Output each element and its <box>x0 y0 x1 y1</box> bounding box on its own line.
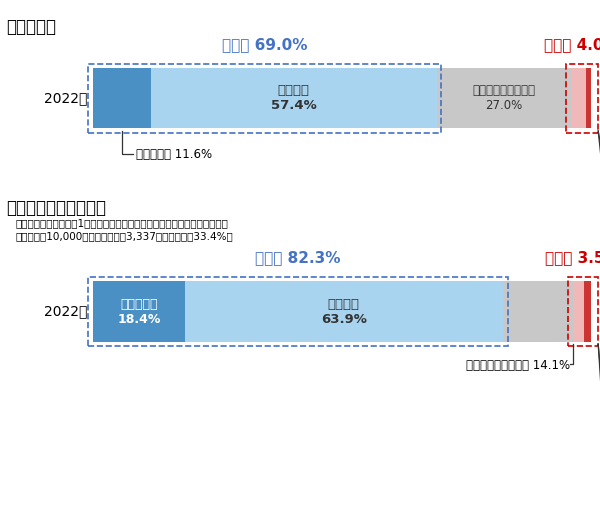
Bar <box>584 281 591 342</box>
Text: 非常に満足 11.6%: 非常に満足 11.6% <box>136 148 212 161</box>
Text: （総合満足度のうち、1年以内に請求手続きをされたご契約者様の満足度）: （総合満足度のうち、1年以内に請求手続きをされたご契約者様の満足度） <box>15 219 228 228</box>
Text: 不満層 4.0%: 不満層 4.0% <box>544 37 600 52</box>
Bar <box>437 68 571 128</box>
Text: 満足層 82.3%: 満足層 82.3% <box>255 250 341 265</box>
Bar <box>571 68 586 128</box>
Bar <box>93 68 151 128</box>
Text: 2022年: 2022年 <box>44 91 87 105</box>
Bar <box>573 281 584 342</box>
Text: どちらともいえない 14.1%: どちらともいえない 14.1% <box>466 359 570 372</box>
Bar <box>503 281 573 342</box>
Text: 不満層 3.5%: 不満層 3.5% <box>545 250 600 265</box>
Text: 非常に満足
18.4%: 非常に満足 18.4% <box>117 298 161 325</box>
Text: どちらともいえない
27.0%: どちらともいえない 27.0% <box>472 84 535 112</box>
Text: 満足層 69.0%: 満足層 69.0% <box>222 37 308 52</box>
Bar <box>586 68 591 128</box>
Text: 2022年: 2022年 <box>44 304 87 319</box>
Text: 給付請求手続の満足度: 給付請求手続の満足度 <box>6 199 106 217</box>
Text: まあ満足
57.4%: まあ満足 57.4% <box>271 84 317 112</box>
Bar <box>185 281 503 342</box>
Text: まあ満足
63.9%: まあ満足 63.9% <box>321 298 367 325</box>
Bar <box>151 68 437 128</box>
Text: 配布部数：10,000部、回答部数：3,337部（回答率：33.4%）: 配布部数：10,000部、回答部数：3,337部（回答率：33.4%） <box>15 232 233 242</box>
Bar <box>93 281 185 342</box>
Text: 総合満足度: 総合満足度 <box>6 18 56 36</box>
